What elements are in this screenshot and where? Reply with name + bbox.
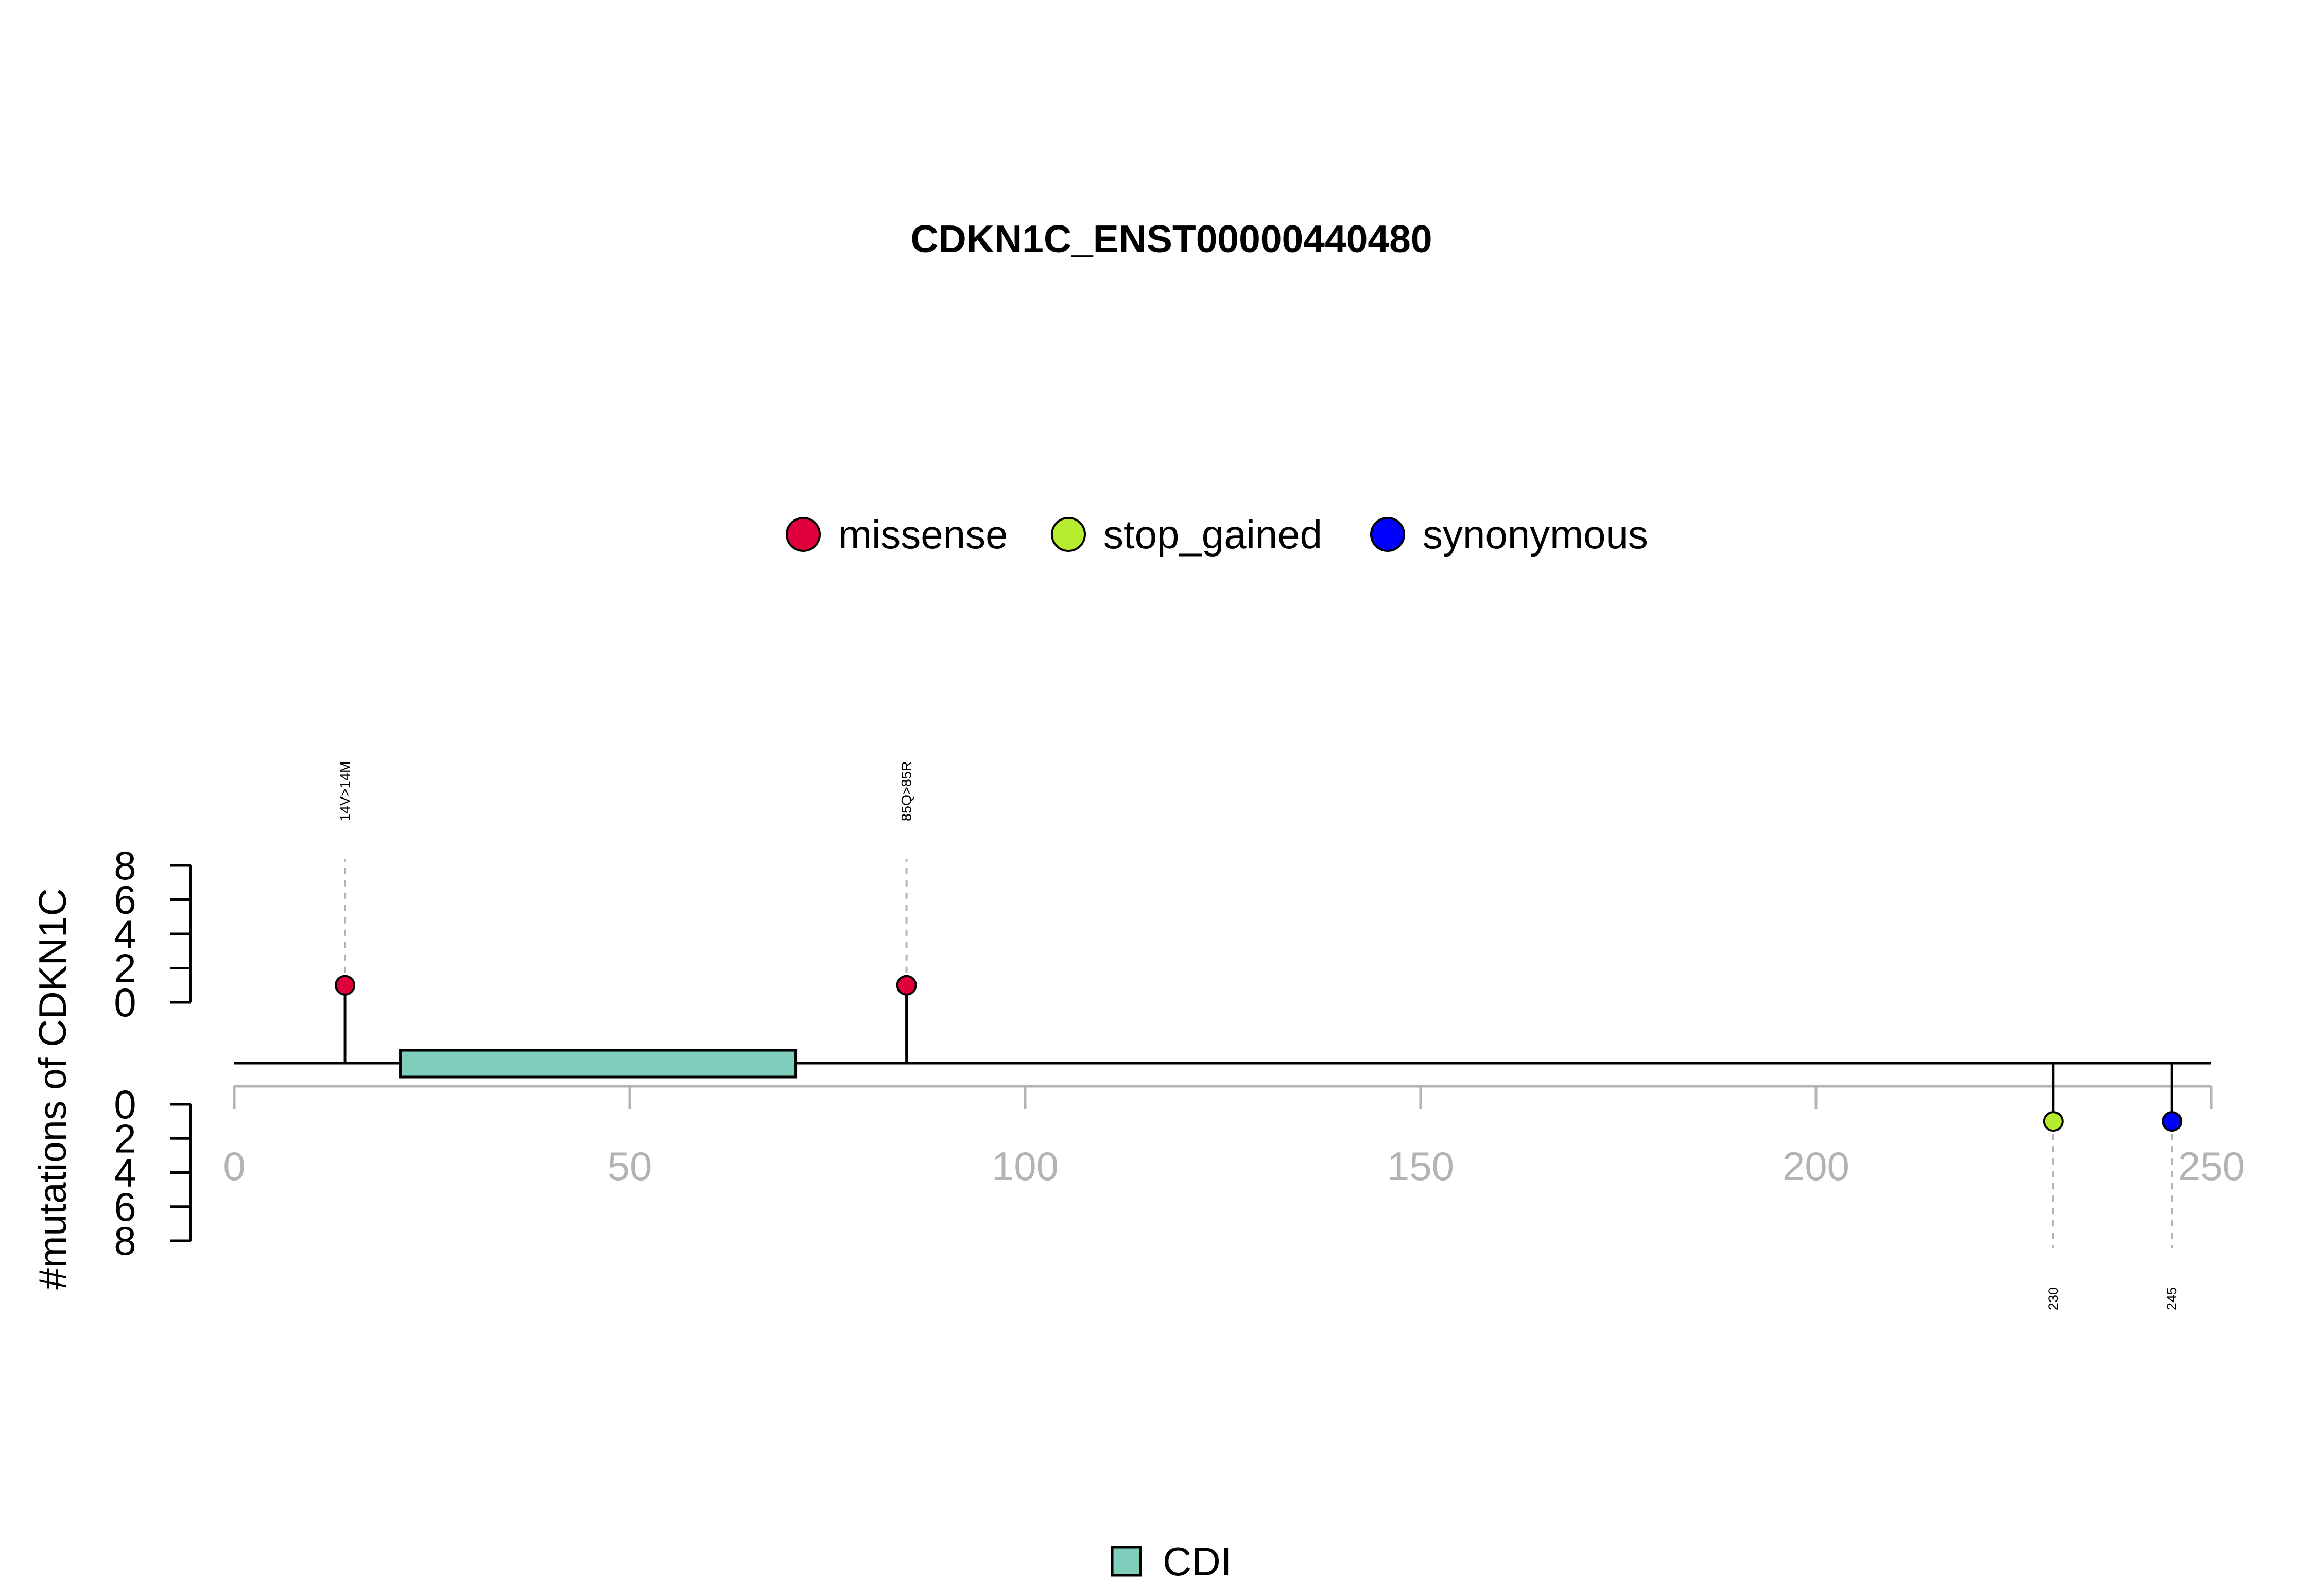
x-axis-tick-label-200: 200 — [1783, 1143, 1849, 1189]
x-axis-tick-label-50: 50 — [608, 1143, 652, 1189]
y-axis-top-tick-label-6: 6 — [114, 877, 136, 923]
y-axis-bottom-tick-label-2: 2 — [114, 1116, 136, 1161]
lollipop-head-below-0 — [2043, 1111, 2064, 1132]
x-axis-tick-label-150: 150 — [1387, 1143, 1454, 1189]
y-axis-label: #mutations of CDKN1C — [31, 888, 74, 1289]
y-axis-top-tick-label-4: 4 — [114, 911, 136, 957]
domain-CDI — [399, 1049, 798, 1079]
y-axis-bottom-tick-label-8: 8 — [114, 1218, 136, 1263]
legend-label-stop_gained: stop_gained — [1103, 512, 1322, 557]
y-axis-bottom-tick-label-0: 0 — [114, 1082, 136, 1127]
y-axis-bottom-tick-label-4: 4 — [114, 1150, 136, 1195]
lollipop-head-below-1 — [2162, 1111, 2183, 1132]
legend-marker-stop_gained — [1051, 517, 1086, 552]
y-axis-bottom-tick-label-6: 6 — [114, 1184, 136, 1229]
domains — [399, 1049, 798, 1079]
legend-label-missense: missense — [838, 512, 1008, 557]
mutation-label-above-1: 85Q>85R — [899, 761, 914, 821]
legend-marker-synonymous — [1370, 517, 1405, 552]
chart-title: CDKN1C_ENST00000440480 — [910, 217, 1432, 261]
domain-legend-swatch-CDI — [1111, 1546, 1142, 1577]
x-axis-tick-label-100: 100 — [992, 1143, 1059, 1189]
mutation-label-above-0: 14V>14M — [337, 761, 353, 821]
legend-marker-missense — [786, 517, 821, 552]
legend: missense stop_gained synonymous — [786, 512, 1648, 557]
y-axis-top-tick-label-0: 0 — [114, 980, 136, 1025]
y-axis-top-tick-label-8: 8 — [114, 843, 136, 888]
mutation-label-below-0: 230 — [2046, 1287, 2061, 1310]
lollipops: 14V>14M 85Q>85R 230 245 — [335, 761, 2183, 1310]
mutation-label-below-1: 245 — [2164, 1287, 2180, 1310]
lollipop-head-above-0 — [335, 975, 356, 996]
domain-legend: CDI — [1111, 1539, 1232, 1584]
x-axis: 0 50 100 150 200 250 — [223, 1085, 2245, 1189]
x-axis-tick-label-0: 0 — [223, 1143, 245, 1189]
legend-label-synonymous: synonymous — [1423, 512, 1648, 557]
lollipop-head-above-1 — [896, 975, 917, 996]
domain-legend-label-CDI: CDI — [1163, 1539, 1232, 1584]
y-axis-top-tick-label-2: 2 — [114, 946, 136, 991]
x-axis-tick-label-250: 250 — [2178, 1143, 2245, 1189]
